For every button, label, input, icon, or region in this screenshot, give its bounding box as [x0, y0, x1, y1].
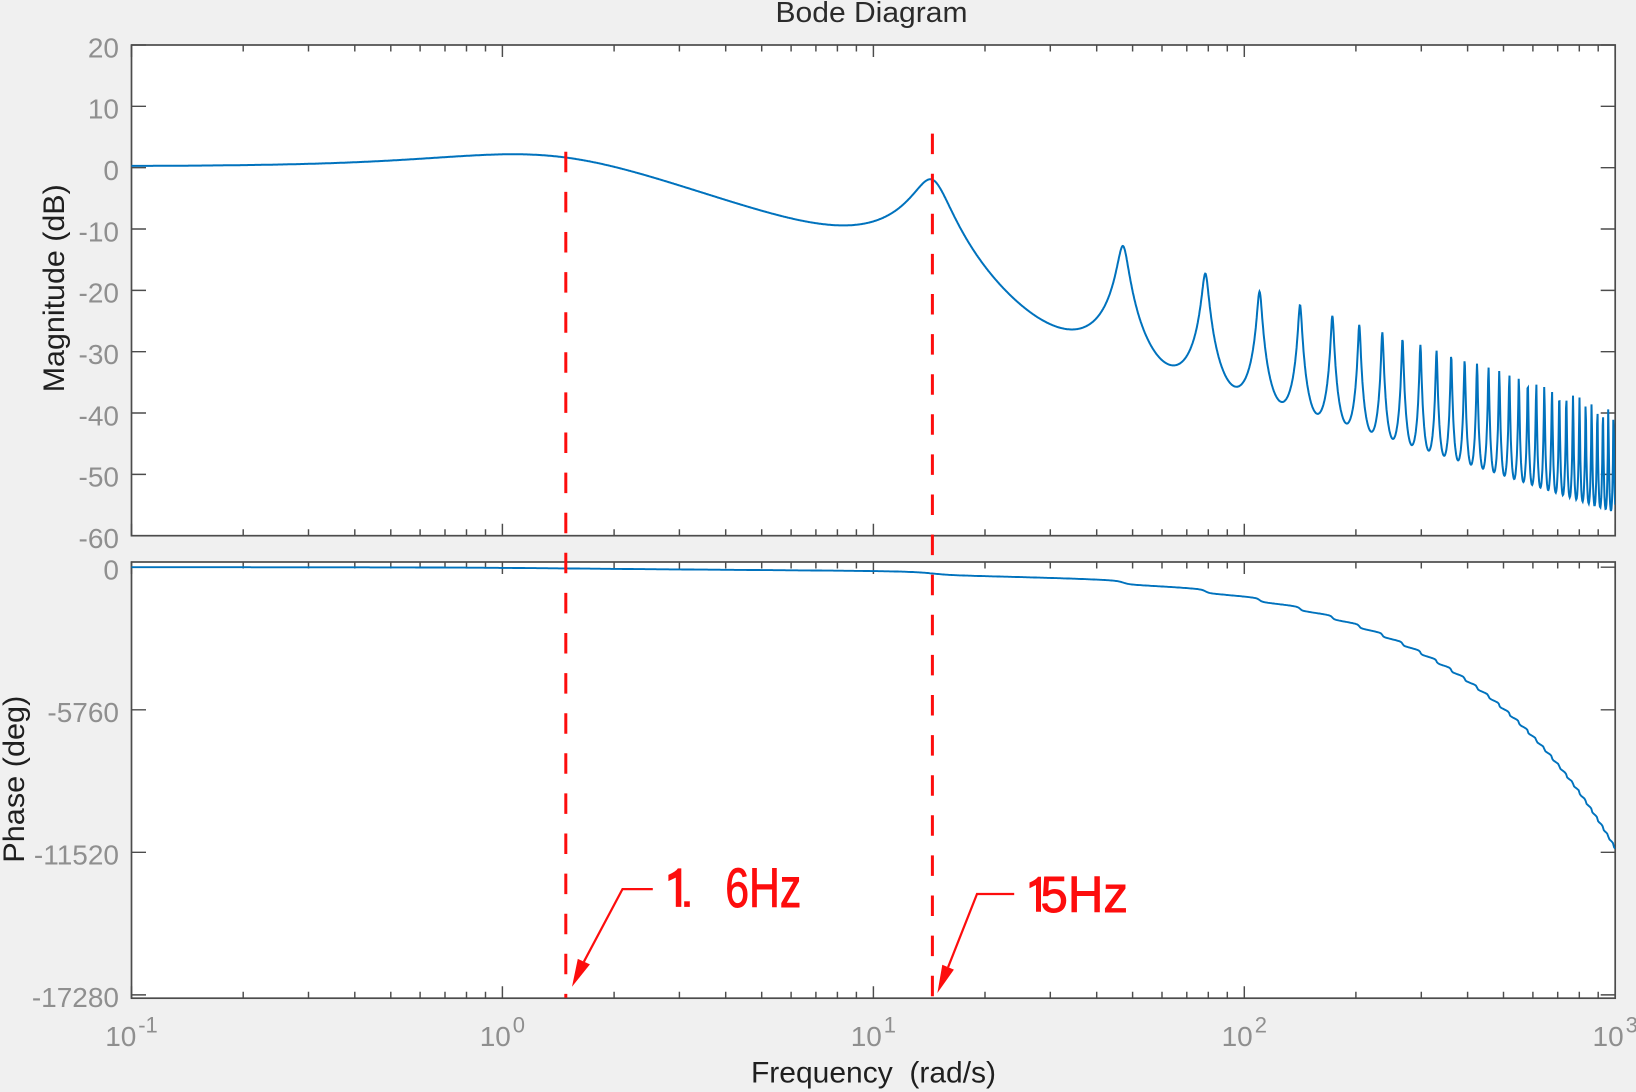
svg-text:Bode Diagram: Bode Diagram [776, 0, 968, 29]
svg-text:6Hz: 6Hz [725, 856, 801, 919]
svg-text:-5760: -5760 [47, 697, 119, 728]
svg-text:-17280: -17280 [32, 982, 119, 1013]
svg-text:10: 10 [851, 1021, 882, 1052]
svg-text:-30: -30 [79, 339, 119, 370]
svg-text:0: 0 [103, 555, 119, 586]
svg-text:-60: -60 [79, 523, 119, 554]
svg-text:20: 20 [88, 32, 119, 63]
svg-text:-1: -1 [138, 1013, 158, 1038]
svg-text:0: 0 [103, 155, 119, 186]
svg-text:-11520: -11520 [34, 840, 119, 871]
svg-text:3: 3 [1626, 1013, 1636, 1038]
svg-text:Magnitude (dB): Magnitude (dB) [38, 184, 71, 392]
svg-text:-40: -40 [79, 400, 119, 431]
svg-text:0: 0 [513, 1013, 525, 1038]
svg-text:1: 1 [884, 1013, 896, 1038]
svg-text:2: 2 [1255, 1013, 1267, 1038]
svg-text:Phase (deg): Phase (deg) [0, 696, 31, 863]
svg-text:10: 10 [105, 1021, 136, 1052]
svg-text:-20: -20 [79, 278, 119, 309]
svg-text:5Hz: 5Hz [1041, 866, 1129, 923]
svg-text:10: 10 [1593, 1021, 1624, 1052]
svg-text:10: 10 [88, 94, 119, 125]
svg-text:-50: -50 [79, 462, 119, 493]
svg-text:Frequency (rad/s): Frequency (rad/s) [751, 1057, 996, 1090]
svg-text:-10: -10 [79, 216, 119, 247]
svg-text:10: 10 [480, 1021, 511, 1052]
svg-text:10: 10 [1222, 1021, 1253, 1052]
